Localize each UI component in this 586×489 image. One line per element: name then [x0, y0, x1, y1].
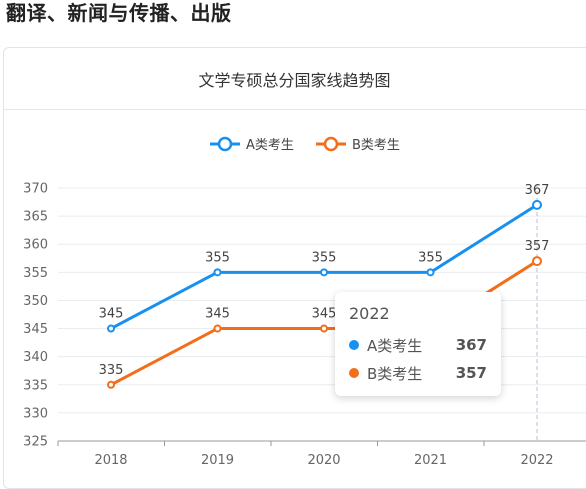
- tooltip-series-value: 367: [455, 336, 487, 354]
- data-point[interactable]: [532, 199, 542, 210]
- data-point[interactable]: [213, 324, 222, 333]
- legend-label[interactable]: B类考生: [352, 138, 400, 153]
- y-tick-label: 340: [23, 350, 48, 365]
- data-point[interactable]: [532, 256, 542, 267]
- y-tick-label: 365: [23, 210, 48, 225]
- data-label: 335: [99, 363, 124, 378]
- legend-circle-icon[interactable]: [323, 136, 339, 152]
- chart-legend[interactable]: A类考生 B类考生: [210, 136, 400, 153]
- data-label: 355: [418, 250, 443, 265]
- x-tick-label: 2022: [520, 453, 553, 468]
- data-point[interactable]: [426, 268, 435, 277]
- y-tick-label: 345: [23, 322, 48, 337]
- data-label: 367: [525, 183, 550, 198]
- tooltip-title: 2022: [349, 304, 390, 323]
- y-tick-label: 325: [23, 435, 48, 450]
- y-tick-label: 360: [23, 238, 48, 253]
- legend-circle-icon[interactable]: [217, 136, 233, 152]
- tooltip-series-name: B类考生: [367, 364, 423, 383]
- legend-label[interactable]: A类考生: [246, 138, 294, 153]
- card-header: 文学专硕总分国家线趋势图: [3, 47, 586, 110]
- grid-lines: [58, 187, 586, 414]
- data-label: 357: [525, 239, 550, 254]
- series-a-dot: [349, 340, 359, 350]
- x-tick-label: 2019: [201, 453, 234, 468]
- y-axis: 325 330 335 340 345 350 355 360 365 370: [23, 182, 48, 450]
- y-tick-label: 335: [23, 378, 48, 393]
- data-label: 355: [312, 250, 337, 265]
- tooltip-series-value: 357: [455, 364, 487, 382]
- tooltip-row-a: A类考生 367: [349, 331, 487, 359]
- data-point[interactable]: [320, 268, 328, 277]
- y-tick-label: 350: [23, 294, 48, 309]
- data-point[interactable]: [320, 324, 328, 333]
- tooltip-row-b: B类考生 357: [349, 359, 487, 387]
- card-title: 文学专硕总分国家线趋势图: [198, 71, 391, 90]
- x-tick-label: 2021: [414, 453, 447, 468]
- data-label: 345: [312, 307, 337, 322]
- y-tick-label: 330: [23, 406, 48, 421]
- data-point[interactable]: [107, 324, 115, 333]
- tooltip-series-name: A类考生: [367, 336, 423, 355]
- page-heading: 翻译、新闻与传播、出版: [6, 1, 232, 25]
- chart-card: [3, 47, 586, 489]
- data-label: 355: [205, 250, 230, 265]
- series-b-dot: [349, 368, 359, 378]
- x-tick-label: 2018: [94, 453, 127, 468]
- data-label: 345: [205, 307, 230, 322]
- x-axis: 2018 2019 2020 2021 2022: [57, 440, 586, 468]
- data-point[interactable]: [213, 268, 222, 277]
- y-tick-label: 355: [23, 266, 48, 281]
- chart-tooltip: 2022 A类考生 367 B类考生 357: [335, 292, 501, 396]
- line-chart: A类考生 B类考生 325330335340345350355360365370 …: [23, 136, 586, 468]
- y-tick-label: 370: [23, 182, 48, 197]
- data-point[interactable]: [107, 380, 115, 389]
- x-tick-label: 2020: [307, 453, 340, 468]
- data-label: 345: [99, 307, 124, 322]
